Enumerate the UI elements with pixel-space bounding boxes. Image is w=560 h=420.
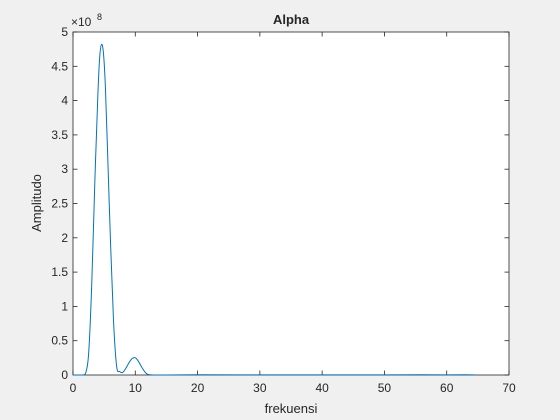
- ticks-group: 0 10 20 30 40 50 60 70 0 0.5 1 1.5 2 2.5 3 3.5 4 4.5 5: [51, 25, 516, 395]
- y-exponent-base: ×10: [71, 15, 92, 29]
- plot-area: [72, 31, 510, 376]
- x-tick-label: 20: [191, 381, 205, 395]
- y-tick-label: 2: [61, 231, 68, 245]
- x-tick-label: 30: [253, 381, 267, 395]
- y-tick-label: 3: [61, 162, 68, 176]
- y-tick-label: 4.5: [51, 59, 68, 73]
- x-tick-label: 40: [315, 381, 329, 395]
- x-tick-label: 10: [129, 381, 143, 395]
- y-tick-label: 2.5: [51, 197, 68, 211]
- x-tick-label: 60: [440, 381, 454, 395]
- x-tick-label: 50: [378, 381, 392, 395]
- series-line: [73, 43, 475, 376]
- x-tick-label: 70: [502, 381, 516, 395]
- chart-title: Alpha: [273, 12, 310, 27]
- y-tick-label: 0: [61, 368, 68, 382]
- y-tick-label: 1: [61, 299, 68, 313]
- y-axis-label: Amplitudo: [29, 174, 44, 232]
- y-tick-label: 5: [61, 25, 68, 39]
- y-tick-label: 0.5: [51, 334, 68, 348]
- x-tick-label: 0: [70, 381, 77, 395]
- y-tick-label: 4: [61, 94, 68, 108]
- y-tick-label: 3.5: [51, 128, 68, 142]
- y-exponent-power: 8: [97, 12, 102, 22]
- x-axis-label: frekuensi: [265, 401, 318, 416]
- y-tick-label: 1.5: [51, 265, 68, 279]
